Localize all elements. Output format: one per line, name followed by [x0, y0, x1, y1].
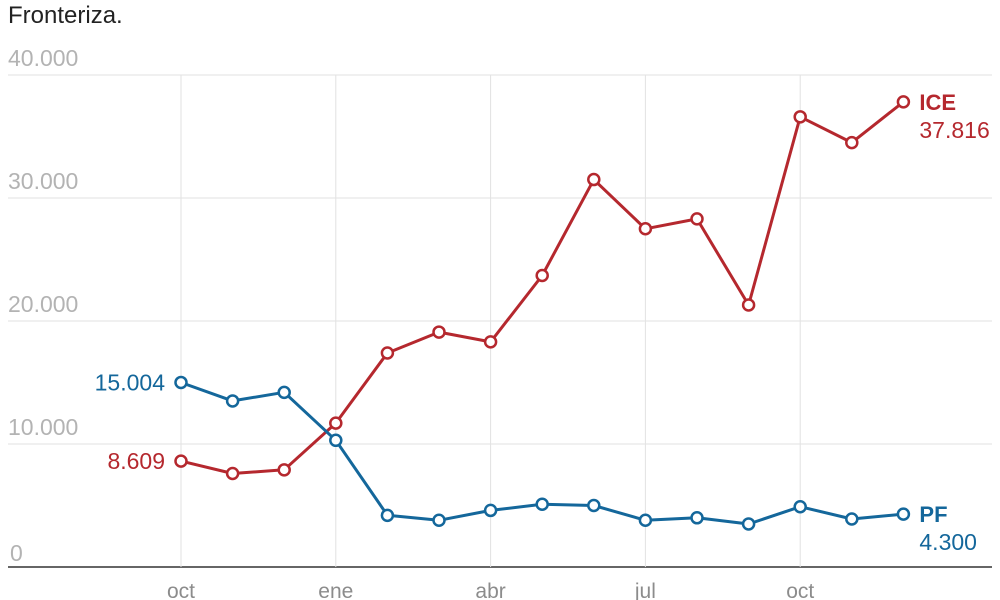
- data-point-ice: [277, 463, 291, 477]
- x-tick-label: oct: [786, 580, 814, 600]
- data-point-ice: [432, 325, 446, 339]
- data-point-pf: [741, 517, 756, 531]
- data-point-pf: [793, 499, 807, 514]
- chart-caption: Fronteriza.: [8, 2, 123, 29]
- data-point-ice: [793, 110, 807, 124]
- data-point-pf: [277, 385, 291, 400]
- data-point-pf: [329, 433, 343, 448]
- start-value-label-pf: 15.004: [95, 369, 166, 395]
- data-point-ice: [690, 212, 704, 226]
- data-point-ice: [483, 335, 498, 349]
- data-point-pf: [535, 497, 549, 512]
- data-point-ice: [174, 454, 188, 468]
- data-point-pf: [432, 513, 446, 528]
- y-tick-label: 0: [10, 540, 23, 566]
- series-lines: [174, 95, 911, 531]
- data-point-pf: [845, 512, 859, 526]
- x-axis-ticks: oct ene abr jul oct: [167, 580, 814, 600]
- data-point-ice: [380, 346, 395, 360]
- end-value-label-ice: 37.816: [919, 117, 989, 143]
- data-point-ice: [535, 268, 549, 283]
- data-point-pf: [174, 375, 188, 390]
- data-point-pf: [587, 498, 601, 513]
- y-axis-ticks: 40.000 30.000 20.000 10.000 0: [8, 45, 78, 566]
- data-point-ice: [896, 95, 911, 109]
- x-tick-label: ene: [318, 580, 353, 600]
- data-point-ice: [845, 135, 859, 150]
- data-point-ice: [638, 222, 653, 236]
- gridlines: [8, 74, 992, 568]
- y-tick-label: 30.000: [8, 168, 78, 194]
- data-point-pf: [638, 513, 653, 528]
- y-tick-label: 40.000: [8, 45, 78, 71]
- end-value-label-pf: 4.300: [919, 529, 977, 555]
- data-point-ice: [741, 298, 756, 312]
- x-tick-label: jul: [634, 580, 656, 600]
- y-tick-label: 10.000: [8, 414, 78, 440]
- y-tick-label: 20.000: [8, 291, 78, 317]
- start-value-label-ice: 8.609: [107, 448, 165, 474]
- data-point-ice: [329, 416, 343, 430]
- series-line-ice: [180, 100, 905, 475]
- x-tick-label: abr: [475, 580, 505, 600]
- data-point-pf: [225, 394, 240, 408]
- x-tick-label: oct: [167, 580, 195, 600]
- data-point-pf: [690, 511, 704, 525]
- data-point-ice: [225, 466, 240, 481]
- series-name-label-ice: ICE: [919, 90, 956, 115]
- data-point-pf: [896, 507, 911, 521]
- data-point-ice: [587, 172, 601, 187]
- data-point-pf: [483, 503, 498, 518]
- data-point-pf: [380, 508, 395, 523]
- series-name-label-pf: PF: [919, 502, 947, 527]
